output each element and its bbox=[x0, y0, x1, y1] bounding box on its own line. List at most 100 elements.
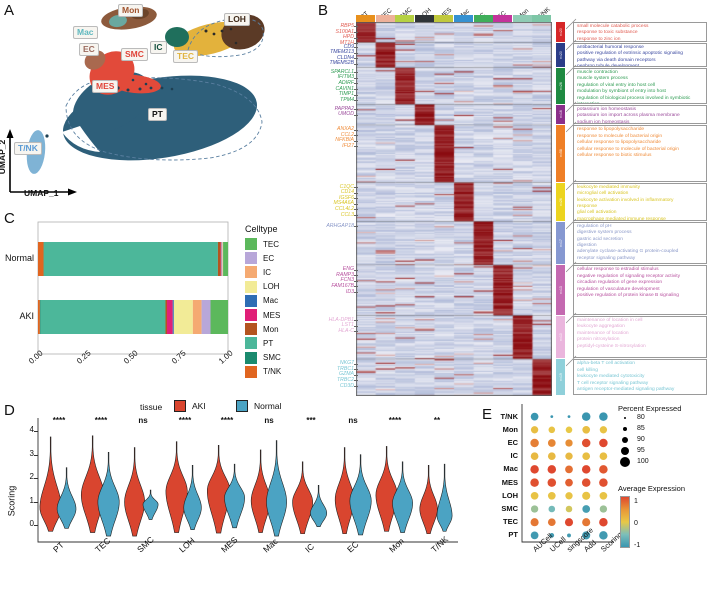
legend-swatch bbox=[245, 337, 257, 350]
gene-label-gzma: GZMA bbox=[339, 371, 354, 378]
dot-mon-ucell bbox=[548, 426, 556, 434]
composition-row-label-aki: AKI bbox=[19, 311, 34, 321]
percent-legend-dot-85 bbox=[622, 426, 628, 432]
tissue-legend-item-aki[interactable]: AKI bbox=[174, 400, 206, 412]
go-term-box-9: maintenance of location in cell leukocyte… bbox=[573, 315, 707, 359]
violin-loh-normal bbox=[183, 465, 202, 531]
violin-svg bbox=[37, 418, 458, 543]
go-term: maintenance of location bbox=[577, 330, 629, 336]
dot-ec-ucell bbox=[547, 439, 556, 447]
dot-smc-singscore bbox=[565, 505, 573, 513]
celltype-legend-item-tec[interactable]: TEC bbox=[245, 238, 279, 250]
celltype-legend-item-ic[interactable]: IC bbox=[245, 266, 271, 279]
celltype-legend-item-smc[interactable]: SMC bbox=[245, 351, 281, 364]
go-term: leukocyte mediated cytotoxicity bbox=[577, 374, 645, 380]
tissue-legend-item-normal[interactable]: Normal bbox=[236, 400, 281, 412]
dot-mes-singscore bbox=[565, 478, 573, 487]
percent-legend-dot-80 bbox=[623, 416, 627, 420]
stack-segment-normal-mon bbox=[217, 242, 221, 276]
gene-tick bbox=[354, 63, 358, 65]
stack-segment-normal-t-nk bbox=[38, 242, 44, 276]
gene-label-ccl2: CCL2 bbox=[340, 131, 354, 138]
umap-cluster-label-loh: LOH bbox=[224, 13, 250, 26]
gene-label-ramp3: RAMP3 bbox=[336, 271, 354, 278]
cluster-bar-label: n=20 bbox=[558, 50, 563, 59]
significance-marker-ic: *** bbox=[306, 416, 316, 425]
dotplot-row-label-mes: MES bbox=[501, 477, 518, 487]
legend-label: LOH bbox=[263, 282, 280, 292]
panel-b-letter: B bbox=[318, 2, 329, 19]
violin-ec-aki bbox=[334, 447, 355, 535]
go-term: muscle system process bbox=[577, 76, 628, 82]
significance-marker-mac: ns bbox=[264, 416, 274, 425]
gene-label-tmem52b: TMEM52B bbox=[329, 60, 354, 67]
go-term: glial cell activation bbox=[577, 210, 617, 216]
celltype-legend-item-ec[interactable]: EC bbox=[245, 252, 274, 265]
gene-label-ccl3: CCL3 bbox=[340, 211, 354, 218]
stack-segment-normal-loh bbox=[221, 242, 223, 276]
legend-swatch bbox=[245, 294, 257, 307]
panel-b-heatmap: B PTTECSMCLOHMESMacICECMonT/NK RBP5S100A… bbox=[318, 0, 709, 396]
gene-label-pappa2: PAPPA2 bbox=[334, 105, 354, 112]
dot-t-nk-aucell bbox=[530, 412, 539, 421]
dot-smc-scoring bbox=[599, 505, 608, 513]
violin-pt-normal bbox=[56, 467, 77, 529]
dot-mes-scoring bbox=[599, 478, 608, 487]
significance-marker-loh: **** bbox=[178, 416, 192, 425]
dot-tec-singscore bbox=[564, 518, 574, 527]
legend-swatch bbox=[236, 400, 248, 412]
gene-tick bbox=[354, 100, 358, 101]
go-term: leukocyte mediated immunity bbox=[577, 184, 641, 190]
cluster-bar-label: n=26 bbox=[558, 81, 563, 90]
gene-label-c1qc: C1QC bbox=[339, 183, 354, 190]
gene-tick bbox=[354, 58, 358, 59]
gene-label-anxa2: ANXA2 bbox=[336, 126, 354, 133]
cluster-bar-label: n=26 bbox=[558, 197, 563, 206]
percent-legend-label-90: 90 bbox=[637, 436, 645, 443]
celltype-legend-item-mes[interactable]: MES bbox=[245, 309, 280, 321]
heatmap-grid bbox=[356, 22, 552, 396]
dot-mon-scoring bbox=[599, 426, 608, 434]
gene-label-fcn3: FCN3 bbox=[340, 277, 354, 284]
legend-label: MES bbox=[263, 310, 281, 320]
violin-mac-normal bbox=[266, 440, 287, 537]
violin-y-tick-4: 4 bbox=[29, 425, 34, 435]
go-term: protein nitrosylation bbox=[577, 337, 620, 343]
umap-cluster-label-mes: MES bbox=[92, 80, 119, 93]
gene-label-arhgap18: ARHGAP18 bbox=[326, 222, 354, 229]
celltype-legend-title: Celltype bbox=[245, 224, 278, 234]
gene-tick bbox=[354, 209, 358, 210]
celltype-legend-item-mac[interactable]: Mac bbox=[245, 294, 278, 307]
go-term: potassium ion import across plasma membr… bbox=[577, 113, 680, 119]
celltype-legend-item-mon[interactable]: Mon bbox=[245, 323, 279, 336]
cluster-bar-10: n=19 bbox=[556, 359, 565, 395]
go-connector bbox=[566, 179, 577, 190]
umap-cluster-label-tec: TEC bbox=[173, 50, 198, 63]
celltype-legend-item-pt[interactable]: PT bbox=[245, 337, 273, 350]
violin-mac-aki bbox=[250, 449, 271, 533]
go-connector bbox=[566, 218, 577, 229]
gene-tick bbox=[354, 226, 358, 227]
go-term-box-8: cellular response to estradiol stimulus n… bbox=[573, 265, 707, 315]
violin-y-tickmark bbox=[34, 454, 38, 456]
celltype-legend-item-t-nk[interactable]: T/NK bbox=[245, 365, 281, 378]
dot-smc-add bbox=[582, 505, 591, 513]
celltype-legend-item-loh[interactable]: LOH bbox=[245, 280, 280, 293]
dot-ec-scoring bbox=[599, 438, 608, 448]
legend-swatch bbox=[245, 252, 257, 265]
go-term: response to zinc ion bbox=[577, 36, 621, 42]
dot-t-nk-ucell bbox=[550, 415, 554, 418]
dotplot-row-label-tec: TEC bbox=[503, 517, 518, 527]
go-term: response to toxic substance bbox=[577, 30, 638, 36]
cluster-bar-4: n=16 bbox=[556, 104, 565, 125]
dot-ec-add bbox=[581, 438, 591, 448]
dot-mes-ucell bbox=[547, 478, 557, 487]
go-term: gastric acid secretion bbox=[577, 236, 623, 242]
umap-x-axis-label: UMAP_1 bbox=[24, 188, 59, 198]
gene-label-ifi27: IFI27 bbox=[342, 143, 354, 150]
stack-segment-aki-mon bbox=[165, 300, 168, 334]
legend-label: Mon bbox=[263, 324, 279, 334]
dot-mon-add bbox=[582, 425, 591, 434]
panel-d-letter: D bbox=[4, 402, 15, 419]
gene-tick bbox=[354, 269, 358, 271]
